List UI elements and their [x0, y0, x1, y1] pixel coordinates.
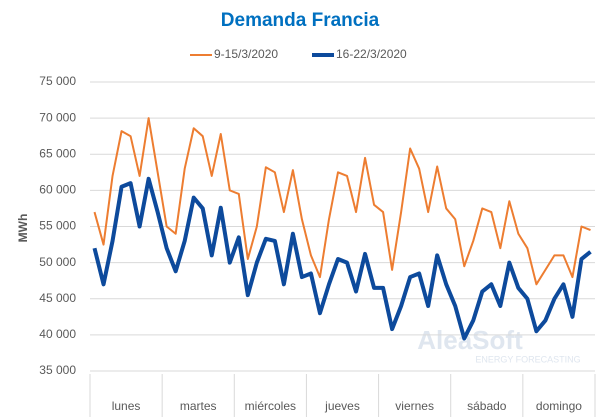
x-tick-label: martes [180, 399, 217, 413]
x-tick-label: lunes [112, 399, 141, 413]
y-tick-label: 70 000 [39, 110, 76, 124]
y-tick-label: 50 000 [39, 255, 76, 269]
series-line [93, 117, 591, 286]
y-tick-label: 60 000 [39, 183, 76, 197]
legend-label: 9-15/3/2020 [214, 47, 278, 61]
y-tick-label: 55 000 [39, 219, 76, 233]
watermark: ENERGY FORECASTING [475, 354, 580, 364]
x-tick-label: viernes [395, 399, 434, 413]
y-tick-label: 75 000 [39, 74, 76, 88]
chart-title: Demanda Francia [221, 10, 380, 31]
series-line [92, 176, 592, 341]
y-tick-label: 65 000 [39, 146, 76, 160]
legend-label: 16-22/3/2020 [336, 47, 407, 61]
x-tick-label: jueves [324, 399, 360, 413]
y-tick-label: 40 000 [39, 327, 76, 341]
x-tick-label: domingo [536, 399, 582, 413]
y-tick-label: 35 000 [39, 363, 76, 377]
x-tick-label: sábado [467, 399, 507, 413]
x-tick-label: miércoles [245, 399, 296, 413]
y-tick-label: 45 000 [39, 291, 76, 305]
y-axis-label: MWh [16, 214, 30, 243]
